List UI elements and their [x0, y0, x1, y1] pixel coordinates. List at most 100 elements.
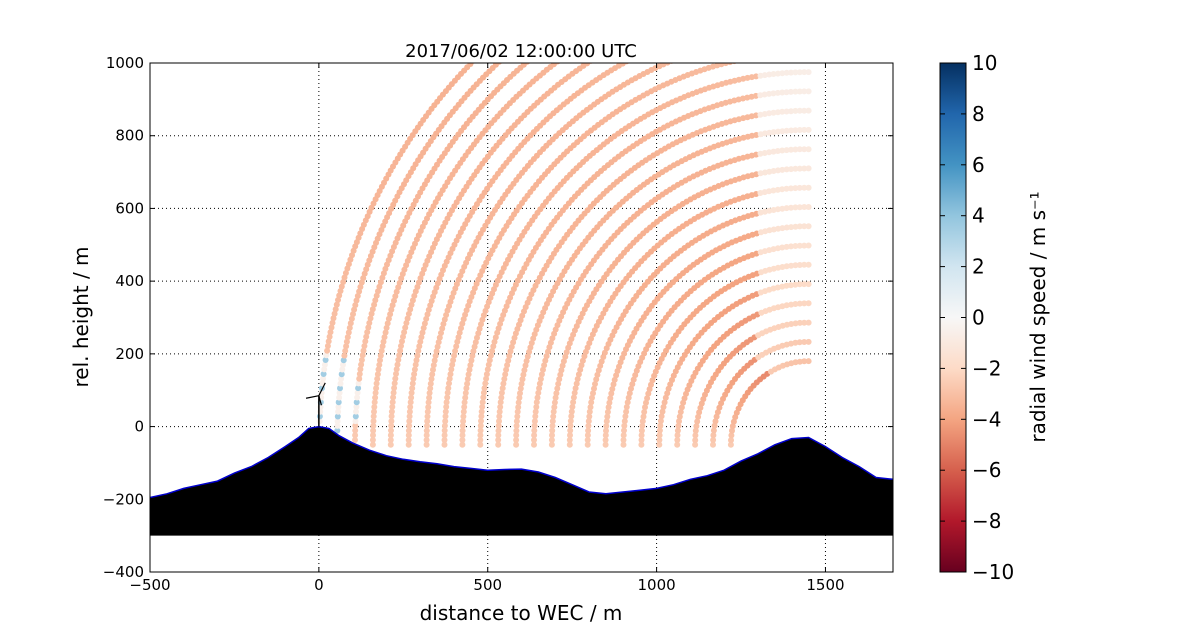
scan-point: [459, 427, 466, 434]
scan-point: [423, 427, 430, 434]
scan-point: [770, 168, 777, 174]
scan-point: [441, 441, 448, 448]
scan-point: [451, 352, 458, 359]
scan-point: [792, 88, 799, 95]
scan-point: [464, 376, 471, 382]
scan-point: [424, 311, 431, 318]
scan-point: [352, 302, 359, 309]
chart-title: 2017/06/02 12:00:00 UTC: [405, 41, 637, 62]
scan-point: [533, 404, 540, 410]
scan-point: [570, 394, 577, 401]
scan-point: [477, 432, 484, 439]
scan-point: [766, 90, 772, 97]
scan-point: [603, 418, 610, 425]
scan-point: [805, 319, 812, 326]
scan-point: [674, 432, 681, 439]
scan-point: [356, 371, 363, 377]
scan-point: [353, 399, 360, 406]
scan-point: [642, 404, 648, 411]
scan-point: [385, 315, 392, 322]
scan-point: [550, 408, 557, 415]
scan-point: [770, 187, 777, 194]
scan-point: [357, 284, 364, 290]
scan-point: [805, 126, 812, 133]
scan-point: [517, 385, 524, 392]
scan-point: [801, 146, 808, 153]
scan-point: [522, 362, 529, 369]
scan-point: [625, 394, 632, 401]
scan-point: [495, 437, 502, 443]
scan-point: [426, 394, 433, 401]
scan-point: [423, 432, 430, 439]
scan-point: [475, 330, 482, 337]
scan-point: [788, 108, 794, 115]
scan-point: [783, 263, 790, 270]
scan-point: [513, 427, 520, 434]
scan-point: [640, 413, 647, 420]
scan-point: [592, 381, 598, 387]
scan-point: [434, 343, 441, 350]
scan-point: [557, 371, 564, 378]
scan-point: [792, 223, 799, 230]
scan-point: [578, 362, 585, 369]
scan-point: [459, 441, 466, 448]
colorbar-tick-label: 2: [972, 255, 985, 279]
scan-point: [377, 352, 384, 359]
scan-point: [774, 89, 781, 96]
scan-point: [536, 385, 543, 392]
scan-point: [468, 357, 475, 364]
scan-point: [536, 380, 543, 387]
scan-point: [770, 129, 777, 136]
scan-point: [388, 422, 395, 429]
scan-point: [438, 330, 444, 336]
scan-point: [753, 54, 759, 60]
scan-point: [805, 88, 812, 95]
scan-point: [352, 427, 359, 434]
scan-point: [711, 422, 718, 429]
scan-point: [675, 422, 682, 429]
scan-point: [441, 437, 448, 443]
scan-point: [606, 399, 613, 406]
scan-point: [656, 427, 663, 434]
y-tick-label: −200: [103, 490, 144, 508]
scan-point: [391, 297, 397, 304]
scan-point: [577, 366, 584, 373]
y-tick-label: 800: [115, 127, 144, 145]
scan-point: [441, 427, 448, 434]
colorbar-tick-label: −4: [972, 407, 1001, 431]
scan-point: [331, 310, 338, 317]
scan-point: [388, 306, 395, 313]
scan-point: [498, 394, 505, 401]
scan-point: [674, 441, 681, 448]
scan-point: [805, 261, 812, 268]
scan-point: [499, 385, 506, 392]
scan-point: [376, 361, 383, 368]
scan-point: [341, 352, 348, 359]
scan-point: [664, 63, 671, 66]
scan-point: [710, 432, 717, 439]
scan-point: [656, 441, 663, 448]
scan-point: [442, 413, 449, 420]
scan-point: [554, 385, 561, 392]
scan-point: [387, 311, 394, 318]
scan-point: [792, 165, 799, 172]
scan-point: [761, 72, 768, 79]
scan-point: [335, 399, 342, 406]
scan-point: [340, 361, 346, 368]
scan-point: [431, 357, 438, 364]
scan-point: [406, 413, 413, 420]
scan-point: [375, 366, 382, 373]
x-tick-label: 1500: [806, 576, 844, 594]
scan-point: [403, 320, 410, 326]
scan-point: [621, 427, 627, 434]
scan-point: [443, 399, 450, 406]
scan-point: [595, 367, 602, 374]
scan-point: [453, 343, 460, 350]
scan-point: [792, 107, 799, 114]
scan-point: [566, 441, 573, 448]
scan-point: [585, 418, 592, 425]
scan-point: [566, 437, 573, 443]
scan-point: [497, 399, 504, 406]
scan-point: [353, 297, 360, 304]
scan-point: [796, 242, 803, 249]
